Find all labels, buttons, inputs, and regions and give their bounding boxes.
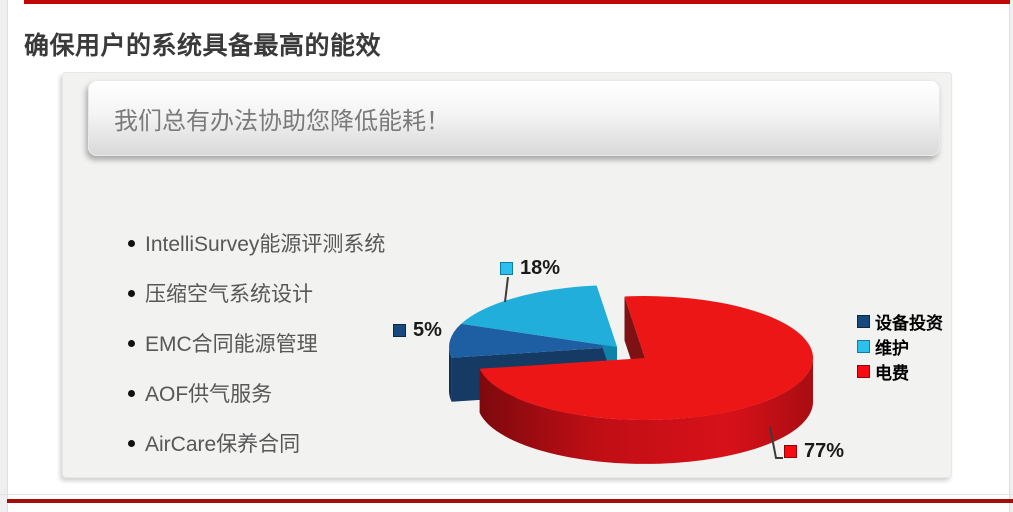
bullet-text: 压缩空气系统设计 <box>145 283 313 306</box>
leader-line-electricity-cost <box>769 426 783 459</box>
pie-slice-electricity-cost <box>479 296 814 421</box>
data-label-text: 18% <box>520 256 561 279</box>
legend-swatch-icon <box>857 315 870 328</box>
data-label-maintenance: 18% <box>500 256 561 279</box>
banner-text: 我们总有办法协助您降低能耗！ <box>114 107 450 135</box>
bullet-text: IntelliSurvey能源评测系统 <box>145 233 386 256</box>
legend-item-maintenance: 维护 <box>857 334 943 359</box>
legend-label: 电费 <box>875 364 909 383</box>
bullet-text: AirCare保养合同 <box>145 433 301 456</box>
legend-label: 设备投资 <box>875 314 943 333</box>
electricity-marker-icon <box>784 444 797 458</box>
page-title: 确保用户的系统具备最高的能效 <box>24 32 382 60</box>
list-item: 压缩空气系统设计 <box>128 268 458 318</box>
list-item: AirCare保养合同 <box>128 418 458 468</box>
data-label-electricity-cost: 77% <box>784 439 845 462</box>
bullet-icon <box>128 289 135 297</box>
bullet-text: AOF供气服务 <box>145 383 273 406</box>
pie-chart <box>449 276 814 464</box>
bullet-icon <box>128 439 135 447</box>
pie-slice-equipment-investment <box>449 323 617 358</box>
pie-slice-maintenance <box>461 285 617 347</box>
data-label-text: 77% <box>804 439 845 462</box>
chart-legend: 设备投资 维护 电费 <box>857 309 943 384</box>
bullet-list: IntelliSurvey能源评测系统 压缩空气系统设计 EMC合同能源管理 A… <box>128 218 458 468</box>
data-label-equipment-investment: 5% <box>393 318 442 341</box>
pie-slice-equipment-investment-rim <box>449 347 452 402</box>
legend-item-electricity-cost: 电费 <box>857 359 943 384</box>
legend-swatch-icon <box>857 365 870 378</box>
equipment-marker-icon <box>393 323 406 337</box>
banner-bar: 我们总有办法协助您降低能耗！ <box>88 80 940 156</box>
list-item: IntelliSurvey能源评测系统 <box>128 218 458 268</box>
bottom-red-rule <box>7 499 1013 503</box>
legend-item-equipment-investment: 设备投资 <box>857 309 943 334</box>
bullet-icon <box>128 239 135 247</box>
list-item: AOF供气服务 <box>128 368 458 418</box>
legend-label: 维护 <box>875 339 909 358</box>
leader-line-maintenance <box>504 276 509 303</box>
legend-swatch-icon <box>857 340 870 353</box>
left-margin-strip <box>0 0 8 512</box>
data-label-text: 5% <box>413 318 442 341</box>
bottom-hairline <box>0 494 1013 495</box>
bullet-text: EMC合同能源管理 <box>145 333 318 356</box>
bullet-icon <box>128 339 135 347</box>
maintenance-marker-icon <box>500 261 513 275</box>
bullet-icon <box>128 389 135 397</box>
list-item: EMC合同能源管理 <box>128 318 458 368</box>
pie-slice-electricity-cost-rim <box>479 358 813 464</box>
top-red-rule <box>24 0 1010 4</box>
right-margin-strip <box>1009 0 1013 512</box>
